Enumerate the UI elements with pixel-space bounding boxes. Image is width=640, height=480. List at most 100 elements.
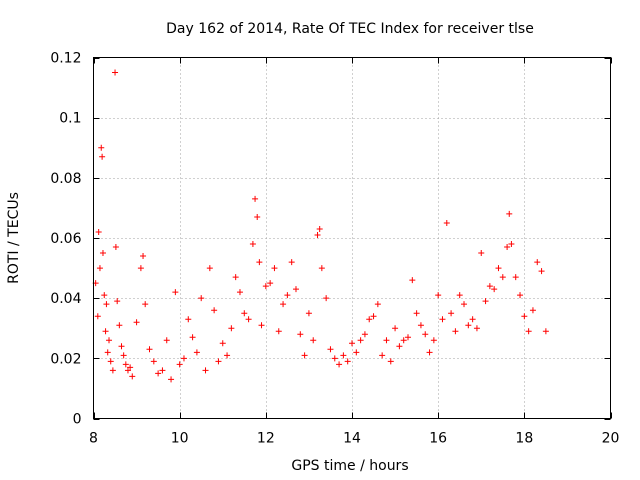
data-point [262,283,269,290]
data-point [379,352,386,359]
data-point [168,376,175,383]
data-point [150,358,157,365]
data-point [409,277,416,284]
data-point [331,355,338,362]
data-point [521,313,528,320]
data-point [155,370,162,377]
y-tick-label: 0.08 [50,171,81,187]
data-point [340,352,347,359]
data-point [232,274,239,281]
data-point [452,328,459,335]
data-point [353,349,360,356]
data-point [124,367,131,374]
data-point [417,322,424,329]
data-point [344,358,351,365]
data-point [473,325,480,332]
data-point [426,349,433,356]
data-point [366,316,373,323]
data-point [336,361,343,368]
data-point [400,337,407,344]
data-point [228,325,235,332]
data-point [405,334,412,341]
x-tick-label: 10 [171,431,189,447]
data-point [193,349,200,356]
data-point [98,144,105,151]
data-point [163,337,170,344]
data-point [99,153,106,160]
data-point [118,343,125,350]
data-point [142,301,149,308]
data-point [517,292,524,299]
x-tick-label: 20 [602,431,620,447]
data-point [323,295,330,302]
data-point [106,337,113,344]
data-point [469,316,476,323]
y-tick-label: 0.06 [50,231,81,247]
data-point [245,316,252,323]
data-point [504,244,511,251]
data-point [258,322,265,329]
data-point [107,358,114,365]
data-point [465,322,472,329]
data-point [267,280,274,287]
data-point [252,195,259,202]
data-point [96,265,103,272]
data-point [112,69,119,76]
y-tick-labels: 0 0.02 0.04 0.06 0.08 0.1 0.12 [50,51,81,428]
data-point [370,313,377,320]
data-point [103,301,110,308]
data-point [275,328,282,335]
data-point [215,358,222,365]
data-point [486,283,493,290]
data-point [422,331,429,338]
data-point [310,337,317,344]
data-point [538,268,545,275]
data-point [292,286,299,293]
y-axis-label: ROTI / TECUs [6,192,22,284]
y-tick-label: 0.1 [59,111,81,127]
data-point [133,319,140,326]
data-point [189,334,196,341]
data-point [349,340,355,347]
data-point [495,265,502,272]
data-point [129,373,136,380]
data-point [542,328,549,335]
data-point [224,352,231,359]
data-point [435,292,442,299]
chart-title: Day 162 of 2014, Rate Of TEC Index for r… [166,21,534,37]
data-point [172,289,179,296]
data-point [95,228,102,235]
data-point [318,265,325,272]
data-point [104,349,111,356]
data-point [102,328,109,335]
x-tick-label: 14 [343,431,361,447]
data-point [361,331,368,338]
data-point [499,274,506,281]
x-tick-label: 12 [257,431,275,447]
data-point [249,241,256,248]
data-point [127,364,134,371]
data-point [387,358,394,365]
x-axis-label: GPS time / hours [291,458,408,474]
data-point [396,343,403,350]
data-point [271,265,278,272]
data-point [180,355,187,362]
data-point [176,361,183,368]
data-point [448,310,455,317]
data-point [297,331,304,338]
data-point [219,340,226,347]
data-point [413,310,420,317]
data-point [140,253,147,260]
plot-frame [93,57,611,419]
data-point [198,295,205,302]
data-point [112,244,119,251]
data-point [357,337,364,344]
data-point [443,219,450,226]
data-point [461,301,468,308]
data-point [120,352,127,359]
data-point [512,274,519,281]
data-point [525,328,532,335]
data-points [92,69,549,383]
data-point [116,322,123,329]
